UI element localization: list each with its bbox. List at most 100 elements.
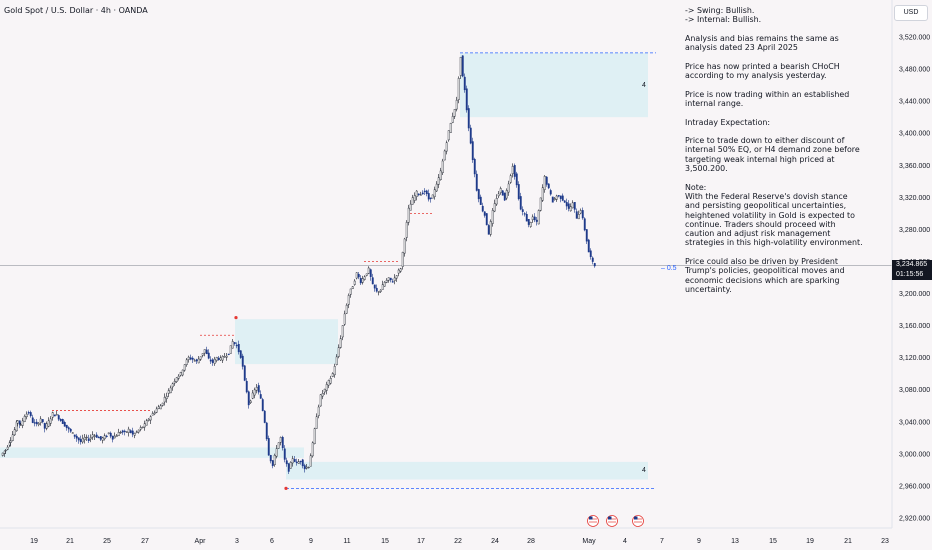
candle-body: [399, 268, 402, 272]
candle-body: [39, 418, 42, 423]
candle-body: [433, 189, 436, 197]
candle-body: [549, 190, 552, 195]
candle-body: [71, 432, 74, 434]
note-caution: Note: With the Federal Reserve's dovish …: [685, 182, 863, 248]
time-tick-label: 7: [660, 538, 664, 545]
candle-body: [419, 194, 422, 196]
candle-body: [3, 450, 6, 454]
candle-body: [453, 109, 456, 117]
candle-body: [411, 197, 414, 205]
candle-body: [283, 448, 286, 460]
candle-body: [273, 455, 276, 466]
candle-body: [269, 455, 272, 462]
candle-body: [373, 284, 376, 289]
candle-body: [31, 417, 34, 423]
time-tick-label: 28: [527, 538, 535, 545]
candle-body: [395, 275, 398, 279]
candle-body: [101, 437, 104, 441]
candle-body: [303, 465, 306, 470]
candle-body: [499, 188, 502, 193]
time-tick-label: 22: [454, 538, 462, 545]
candle-body: [589, 250, 592, 258]
eq-level-label: – 0.5: [661, 265, 677, 272]
price-tick-label: 3,080.000: [899, 387, 930, 394]
candle-body: [75, 435, 78, 439]
candle-body: [567, 203, 570, 209]
candle-body: [447, 130, 450, 141]
time-axis[interactable]: 19 21 25 27 Apr 3 6 9 11 15 17 22 24 28 May 4 7 9 13 15 19 21…: [30, 538, 889, 545]
time-tick-label: 17: [417, 538, 425, 545]
candle-body: [79, 439, 82, 443]
candle-body: [135, 431, 138, 433]
price-axis[interactable]: 3,520.000 3,480.000 3,440.000 3,400.000 3,36…: [899, 35, 930, 523]
eq-value: 0.5: [666, 265, 677, 272]
candle-body: [331, 373, 334, 377]
price-tick-label: 3,520.000: [899, 35, 930, 42]
candle-body: [423, 190, 426, 192]
candle-body: [129, 430, 132, 433]
candle-body: [49, 418, 52, 424]
candle-body: [121, 430, 124, 433]
candle-body: [563, 200, 566, 203]
symbol-title: Gold Spot / U.S. Dollar · 4h · OANDA: [4, 6, 148, 15]
candle-body: [481, 205, 484, 212]
candle-body: [459, 56, 462, 76]
price-tick-label: 3,040.000: [899, 419, 930, 426]
candle-body: [451, 116, 454, 123]
candle-body: [583, 218, 586, 231]
candles-layer: [1, 55, 596, 490]
candle-body: [407, 207, 410, 223]
candle-body: [6, 446, 9, 450]
candle-body: [243, 365, 246, 381]
price-tick-label: 3,320.000: [899, 195, 930, 202]
candle-body: [37, 423, 40, 426]
candle-body: [387, 277, 390, 281]
candle-body: [469, 127, 472, 144]
candle-body: [57, 415, 60, 420]
candle-body: [91, 434, 94, 438]
zone-0: [460, 53, 648, 118]
candle-body: [339, 338, 342, 348]
candle-body: [255, 386, 258, 391]
candle-body: [379, 289, 382, 292]
candle-body: [497, 193, 500, 197]
time-tick-label: 25: [103, 538, 111, 545]
price-tick-label: 2,920.000: [899, 516, 930, 523]
economic-events[interactable]: [587, 515, 644, 527]
candle-body: [55, 414, 58, 416]
time-tick-label: 24: [491, 538, 499, 545]
candle-body: [359, 278, 362, 284]
candle-body: [161, 402, 164, 406]
candle-body: [207, 352, 210, 359]
candle-body: [327, 380, 330, 386]
price-tick-label: 3,400.000: [899, 131, 930, 138]
flag-canton: [608, 516, 612, 520]
candle-body: [45, 423, 48, 429]
candle-body: [195, 359, 198, 362]
candle-body: [429, 197, 432, 200]
candle-body: [455, 99, 458, 110]
time-tick-label: 4: [623, 538, 627, 545]
candle-body: [251, 392, 254, 399]
candle-body: [93, 435, 96, 437]
candle-body: [569, 206, 572, 212]
zone-3: [235, 319, 338, 365]
candle-body: [83, 436, 86, 441]
candle-body: [203, 349, 206, 354]
candle-body: [349, 288, 352, 295]
candle-body: [437, 177, 440, 185]
candle-body: [463, 76, 466, 91]
candle-body: [483, 211, 486, 216]
currency-badge[interactable]: USD: [894, 5, 928, 21]
candle-body: [167, 390, 170, 394]
time-tick-label: 21: [844, 538, 852, 545]
candle-body: [171, 383, 174, 388]
candle-body: [501, 190, 504, 196]
candle-body: [111, 435, 114, 440]
candle-body: [163, 397, 166, 403]
candle-body: [513, 165, 516, 177]
candle-body: [319, 394, 322, 407]
candle-body: [295, 461, 298, 463]
candle-body: [413, 195, 416, 201]
